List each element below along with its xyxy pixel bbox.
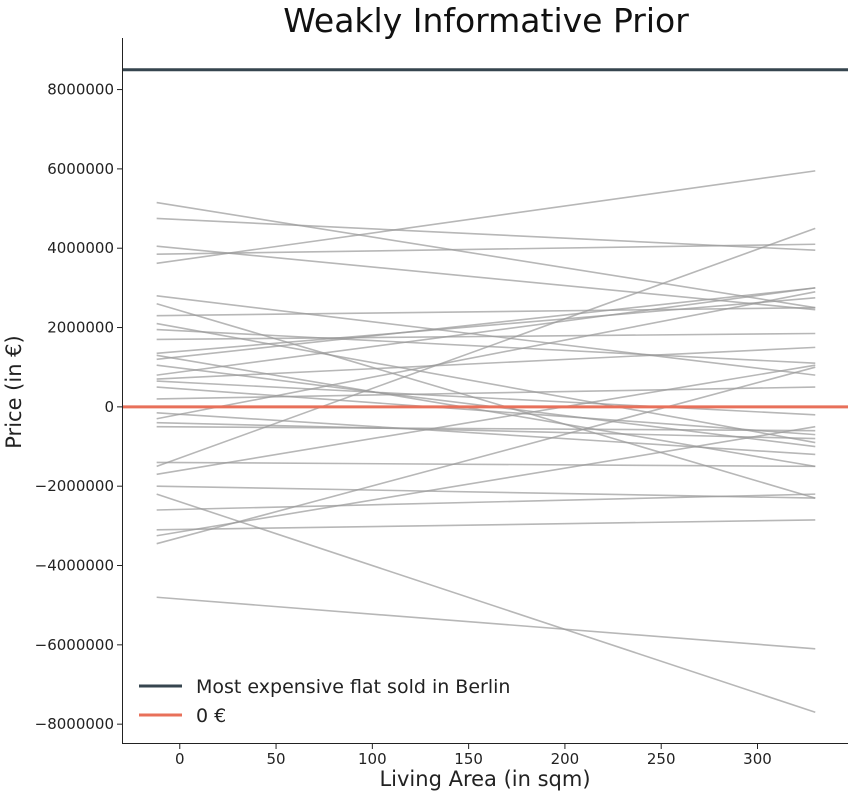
prior-line bbox=[156, 287, 816, 376]
x-tick-label: 250 bbox=[647, 750, 676, 768]
legend-label-zero: 0 € bbox=[196, 705, 226, 727]
legend: Most expensive flat sold in Berlin 0 € bbox=[139, 676, 510, 727]
prior-line bbox=[156, 386, 816, 436]
y-tick-label: 6000000 bbox=[47, 160, 114, 178]
prior-line bbox=[156, 366, 816, 545]
prior-line bbox=[156, 519, 816, 531]
prior-line bbox=[156, 596, 816, 650]
prior-line bbox=[156, 412, 816, 456]
x-tick-label: 300 bbox=[743, 750, 772, 768]
prior-line bbox=[156, 217, 816, 251]
prior-line bbox=[156, 243, 816, 255]
prior-line bbox=[156, 291, 816, 420]
y-tick-label: 2000000 bbox=[47, 319, 114, 337]
y-tick-label: −2000000 bbox=[35, 477, 114, 495]
y-tick-label: 4000000 bbox=[47, 239, 114, 257]
prior-line bbox=[156, 287, 816, 361]
x-tick-label: 150 bbox=[454, 750, 483, 768]
y-ticks: −8000000 −6000000 −4000000 −2000000 0 2000000… bbox=[35, 81, 122, 733]
x-ticks: 0 50 100 150 200 250 300 bbox=[175, 744, 772, 768]
prior-line bbox=[156, 380, 816, 416]
x-tick-label: 200 bbox=[551, 750, 580, 768]
x-tick-label: 0 bbox=[175, 750, 185, 768]
prior-line bbox=[156, 425, 816, 537]
prior-line bbox=[156, 421, 816, 440]
y-tick-label: 8000000 bbox=[47, 81, 114, 99]
prior-line bbox=[156, 295, 816, 376]
x-axis-title: Living Area (in sqm) bbox=[379, 767, 590, 791]
prior-line bbox=[156, 296, 816, 355]
y-tick-label: −6000000 bbox=[35, 636, 114, 654]
prior-lines bbox=[156, 170, 816, 714]
prior-line bbox=[156, 332, 816, 341]
x-tick-label: 100 bbox=[358, 750, 387, 768]
legend-label-max-price: Most expensive flat sold in Berlin bbox=[196, 676, 510, 698]
prior-line bbox=[156, 201, 816, 309]
reference-lines bbox=[122, 68, 848, 409]
prior-line bbox=[156, 170, 816, 265]
prior-line bbox=[156, 364, 816, 476]
y-tick-label: 0 bbox=[104, 398, 114, 416]
prior-line bbox=[156, 493, 816, 511]
prior-line bbox=[156, 306, 816, 317]
prior-line bbox=[156, 227, 816, 468]
prior-line bbox=[156, 346, 816, 380]
y-tick-label: −4000000 bbox=[35, 557, 114, 575]
x-tick-label: 50 bbox=[267, 750, 286, 768]
prior-line bbox=[156, 493, 816, 714]
y-tick-label: −8000000 bbox=[35, 715, 114, 733]
prior-line bbox=[156, 302, 816, 499]
y-axis-title: Price (in €) bbox=[2, 335, 26, 448]
prior-line bbox=[156, 328, 816, 365]
prior-line bbox=[156, 461, 816, 468]
chart-title: Weakly Informative Prior bbox=[283, 1, 689, 40]
